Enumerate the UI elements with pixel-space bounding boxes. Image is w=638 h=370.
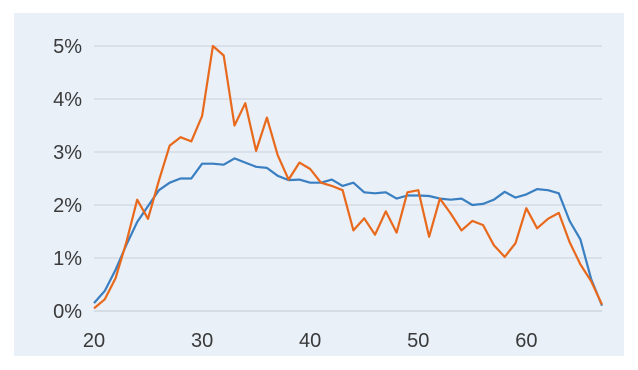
y-tick-label: 2% — [53, 195, 82, 217]
chart-panel: 0% 1% 2% 3% 4% 5% 20 30 40 50 60 — [14, 13, 624, 356]
y-tick-label: 0% — [53, 301, 82, 323]
x-tick-label: 40 — [299, 330, 321, 352]
line-chart: 0% 1% 2% 3% 4% 5% 20 30 40 50 60 — [53, 36, 604, 352]
x-axis-tick-labels: 20 30 40 50 60 — [83, 330, 538, 352]
gridlines — [94, 45, 602, 259]
x-tick-label: 50 — [407, 330, 429, 352]
series-line-1 — [93, 157, 604, 307]
y-tick-label: 4% — [53, 89, 82, 111]
y-tick-label: 1% — [53, 248, 82, 270]
x-tick-label: 60 — [515, 330, 537, 352]
series-lines — [93, 44, 604, 310]
y-tick-label: 5% — [53, 36, 82, 58]
series-line-2 — [93, 44, 603, 310]
x-tick-label: 20 — [83, 330, 105, 352]
y-tick-label: 3% — [53, 142, 82, 164]
y-axis-tick-labels: 0% 1% 2% 3% 4% 5% — [53, 36, 82, 323]
x-tick-label: 30 — [191, 330, 213, 352]
